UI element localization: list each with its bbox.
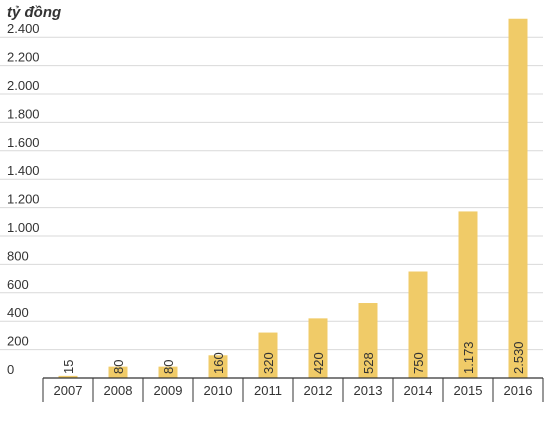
y-tick-label: 800 bbox=[7, 248, 29, 263]
bar bbox=[458, 211, 478, 378]
y-tick-label: 1.800 bbox=[7, 106, 40, 121]
y-tick-label: 1.600 bbox=[7, 135, 40, 150]
x-tick-label: 2007 bbox=[54, 383, 83, 398]
bar bbox=[408, 271, 428, 378]
y-tick-label: 2.200 bbox=[7, 50, 40, 65]
data-label: 750 bbox=[411, 352, 426, 374]
y-tick-label: 600 bbox=[7, 277, 29, 292]
y-tick-label: 1.200 bbox=[7, 192, 40, 207]
data-label: 320 bbox=[261, 352, 276, 374]
x-tick-label: 2013 bbox=[354, 383, 383, 398]
data-label: 15 bbox=[61, 360, 76, 374]
x-tick-label: 2011 bbox=[254, 383, 282, 398]
data-label: 80 bbox=[111, 360, 126, 374]
bar bbox=[308, 318, 328, 378]
y-tick-label: 2.400 bbox=[7, 21, 40, 36]
bar bbox=[208, 355, 228, 378]
data-label: 1.173 bbox=[461, 341, 476, 374]
y-unit-label: tỷ đồng bbox=[7, 4, 62, 21]
data-label: 160 bbox=[211, 352, 226, 374]
x-tick-label: 2014 bbox=[404, 383, 433, 398]
x-tick-label: 2016 bbox=[504, 383, 533, 398]
data-label: 2.530 bbox=[511, 341, 526, 374]
y-tick-label: 200 bbox=[7, 334, 29, 349]
bar bbox=[258, 332, 278, 378]
x-tick-label: 2009 bbox=[154, 383, 183, 398]
bar bbox=[58, 375, 78, 378]
y-tick-label: 0 bbox=[7, 362, 14, 377]
x-tick-label: 2010 bbox=[204, 383, 233, 398]
y-tick-label: 1.400 bbox=[7, 163, 40, 178]
data-label: 80 bbox=[161, 360, 176, 374]
x-tick-label: 2012 bbox=[304, 383, 333, 398]
y-tick-label: 1.000 bbox=[7, 220, 40, 235]
bar bbox=[358, 303, 378, 378]
bar bbox=[508, 18, 528, 379]
data-label: 528 bbox=[361, 352, 376, 374]
data-label: 420 bbox=[311, 352, 326, 374]
y-tick-label: 400 bbox=[7, 305, 29, 320]
bar bbox=[158, 366, 178, 378]
y-tick-label: 2.000 bbox=[7, 78, 40, 93]
bar bbox=[108, 366, 128, 378]
x-tick-label: 2015 bbox=[454, 383, 483, 398]
x-tick-label: 2008 bbox=[104, 383, 133, 398]
